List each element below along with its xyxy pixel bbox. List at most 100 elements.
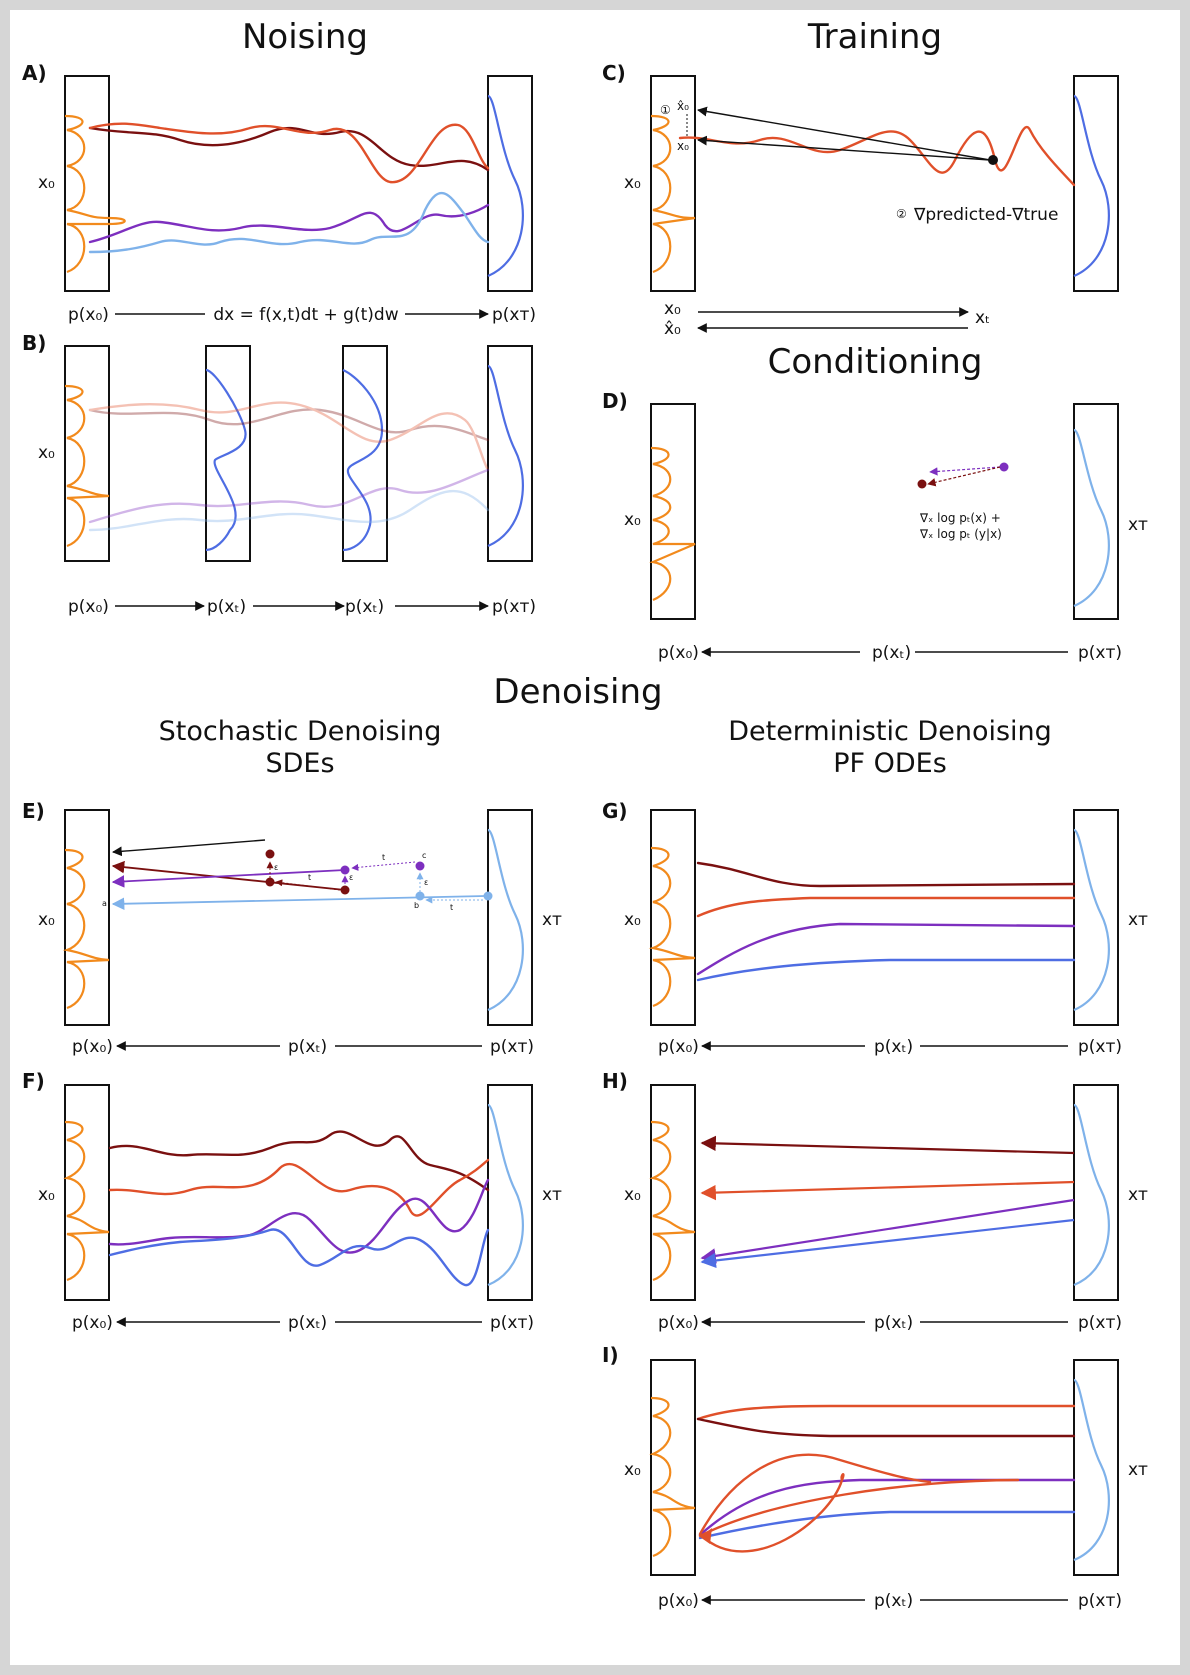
point-a-label: a (102, 899, 107, 908)
sde-point-light-blue-1 (415, 891, 425, 901)
box-h-left (650, 1084, 696, 1301)
gradient-diff-label: ∇predicted-∇true (913, 205, 1058, 225)
x0-label-h: x₀ (624, 1185, 641, 1205)
traj-c-red (678, 126, 1076, 187)
t-label-2: t (382, 853, 385, 862)
sde-point-dark-red-3 (340, 885, 350, 895)
faded-trajectories-b (88, 401, 490, 532)
x0-label-g: x₀ (624, 910, 641, 930)
traj-i-red-arc-1 (698, 1453, 932, 1536)
panel-label-i: I) (602, 1343, 619, 1367)
lightblue-gaussian-i (1072, 1378, 1110, 1562)
sde-point-light-blue-2 (483, 891, 493, 901)
guidance-line-1: ∇ₓ log pₜ(x) + (919, 511, 1001, 525)
box-f-left (64, 1084, 110, 1301)
panel-label-g: G) (602, 799, 628, 823)
panel-label-c: C) (602, 61, 626, 85)
p-xt-label-b1: p(xₜ) (207, 597, 246, 617)
panel-g: G) x₀ xᴛ p(x₀) p(xₜ) p(xᴛ) (602, 799, 1148, 1057)
traj-a-red (88, 122, 490, 184)
title-noising: Noising (242, 17, 368, 57)
figure-frame: Noising Training Conditioning Denoising … (10, 10, 1180, 1665)
box-e-right (487, 809, 533, 1026)
traj-i-red-loop (700, 1473, 845, 1553)
arrow-e-purple (111, 869, 346, 888)
blue-gaussian-a (487, 94, 524, 278)
x0-label-e: x₀ (38, 910, 55, 930)
blue-bimodal-b1 (205, 368, 247, 552)
box-e-left (64, 809, 110, 1026)
box-a-left (64, 75, 110, 292)
p-xt-label-g: p(xₜ) (874, 1037, 913, 1057)
traj-g-red (696, 896, 1076, 918)
traj-f-blue (108, 1228, 490, 1287)
t-arrow-dark-red (275, 879, 341, 891)
panel-label-a: A) (22, 61, 47, 85)
panel-label-h: H) (602, 1069, 628, 1093)
orange-distribution-c (650, 114, 696, 274)
step1-marker: ① (660, 103, 671, 117)
arrow-h-blue (700, 1218, 1075, 1269)
orange-distribution-e (62, 848, 110, 1010)
xT-label-h: xᴛ (1128, 1185, 1148, 1205)
arrow-e-black (112, 839, 266, 857)
p-x0-label-e: p(x₀) (72, 1037, 113, 1057)
orange-distribution-i (649, 1396, 696, 1558)
sde-point-dark-red-2 (265, 877, 275, 887)
p-x0-label-f: p(x₀) (72, 1313, 113, 1333)
traj-i-red-top (696, 1404, 1076, 1421)
panel-label-d: D) (602, 389, 628, 413)
point-b-label: b (414, 901, 419, 910)
t-arrow-purple (351, 861, 416, 871)
traj-a-purple (88, 203, 490, 244)
box-i-left (650, 1359, 696, 1576)
sde-equation: dx = f(x,t)dt + g(t)dw (213, 305, 398, 325)
orange-distribution-b (64, 384, 110, 548)
lightblue-gaussian-f (486, 1103, 524, 1287)
condition-point-dark-red (917, 479, 927, 489)
panel-label-f: F) (22, 1069, 45, 1093)
box-g-left (650, 809, 696, 1026)
box-h-right (1073, 1084, 1119, 1301)
p-xt-label-d: p(xₜ) (872, 643, 911, 663)
traj-f-purple (108, 1178, 490, 1254)
traj-a-light-blue (88, 191, 490, 254)
p-xT-label-g: p(xᴛ) (1078, 1037, 1122, 1057)
x0-label-d: x₀ (624, 510, 641, 530)
eps-label-2: ε (349, 873, 353, 882)
p-xT-label-f: p(xᴛ) (490, 1313, 534, 1333)
lightblue-gaussian-d (1073, 428, 1110, 608)
x0-hat-axis-label-c: x̂₀ (664, 319, 681, 339)
traj-i-dark-red (696, 1417, 1076, 1438)
p-x0-label-a: p(x₀) (68, 305, 109, 325)
xT-label-d: xᴛ (1128, 515, 1148, 535)
diffusion-diagram: Noising Training Conditioning Denoising … (22, 17, 1148, 1611)
box-i-right (1073, 1359, 1119, 1576)
x0-label-i: x₀ (624, 1460, 641, 1480)
traj-i-purple (698, 1478, 1076, 1537)
orange-distribution-g (648, 846, 696, 1008)
x0-label-a: x₀ (38, 173, 55, 193)
p-xt-label-b2: p(xₜ) (345, 597, 384, 617)
sde-point-purple-1 (340, 865, 350, 875)
blue-gaussian-b (487, 364, 524, 548)
point-c-label: c (422, 851, 426, 860)
x0-label-f: x₀ (38, 1185, 55, 1205)
guidance-line-2: ∇ₓ log pₜ (y|x) (919, 527, 1002, 541)
p-xT-label-h: p(xᴛ) (1078, 1313, 1122, 1333)
box-f-right (487, 1084, 533, 1301)
p-xT-label-d: p(xᴛ) (1078, 643, 1122, 663)
panel-h: H) x₀ xᴛ p(x₀) p(xₜ) p(xᴛ) (602, 1069, 1148, 1333)
box-b-mid1 (205, 345, 251, 562)
p-xt-label-e: p(xₜ) (288, 1037, 327, 1057)
traj-i-blue (698, 1510, 1076, 1540)
panel-a: A) x₀ p(x₀) dx = f(x,t)dt + g(t)dw p(xᴛ) (22, 61, 536, 325)
condition-arrow-dark-red (927, 466, 1001, 487)
panel-e: E) x₀ xᴛ ε t ε t ε t a b c p(x₀) (22, 799, 562, 1057)
lightblue-gaussian-g (1073, 828, 1110, 1012)
traj-i-red-arc-2 (698, 1478, 1020, 1538)
p-xt-label-f: p(xₜ) (288, 1313, 327, 1333)
x0-axis-label-c: x₀ (664, 299, 681, 319)
blue-bimodal-b2 (342, 368, 384, 552)
p-x0-label-d: p(x₀) (658, 643, 699, 663)
